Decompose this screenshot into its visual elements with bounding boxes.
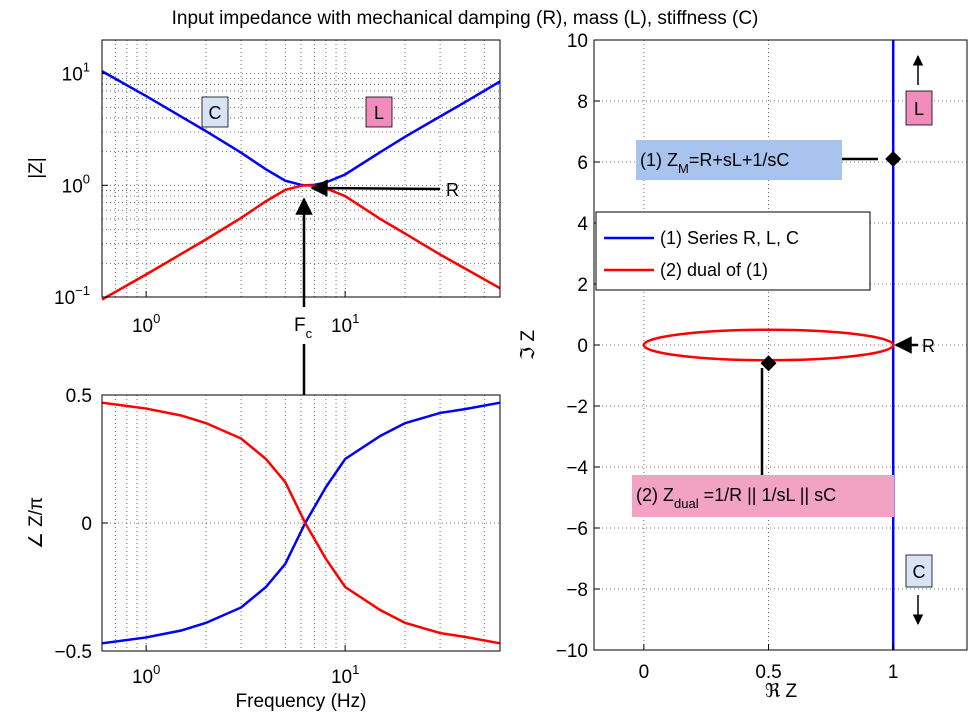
x-tick-label: 0.5 [755,662,781,683]
y-tick-label: 0.5 [66,386,92,407]
zm-sub: M [678,161,689,176]
zm-rest: =R+sL+1/sC [689,150,790,170]
plane-box-l-bg [905,90,933,126]
phase-grid [102,395,500,651]
y-tick-label: −0.5 [54,642,92,663]
y-tick-label: −4 [566,458,588,479]
x-tick-label: 1 [888,662,899,683]
y-tick-label: 6 [577,153,588,174]
annotation-l-label: L [374,103,384,123]
fc-label-base: F [294,315,306,336]
phase-ylabel: ∠ Z/π [26,497,47,549]
phase-xlabel: Frequency (Hz) [236,691,367,712]
legend: (1) Series R, L, C (2) dual of (1) [595,211,871,291]
zdual-rest: =1/R || 1/sL || sC [699,485,837,505]
plane-ylabel: ℑ Z [518,330,539,361]
y-tick-label: 0 [577,336,588,357]
legend-entry-series2: (2) dual of (1) [660,260,768,280]
diamond-marker [885,150,902,167]
annotation-box-c: C [201,96,229,128]
y-tick-label: 100 [62,171,90,197]
zm-label-text: (1) ZM=R+sL+1/sC [640,150,789,176]
phase-ticks: 100 101 −0.5 0 0.5 [54,386,359,688]
y-tick-label: 101 [62,60,90,86]
y-tick-label: −8 [566,580,588,601]
y-tick-label: −10 [556,641,588,662]
zdual-sub: dual [674,496,699,511]
series-s2-line [101,401,501,645]
magnitude-ticks: 100 101 10−1 100 101 [54,60,359,337]
plane-series [642,40,902,650]
y-tick-label: 0 [81,514,92,535]
x-tick-label: 0 [639,662,650,683]
plane-box-c-bg [905,554,933,588]
y-tick-label: 10 [567,31,588,52]
series-s2-line [101,184,501,301]
plane-box-c: C [905,554,933,588]
plane-r-label: R [922,336,935,356]
zdual-label-text: (2) Zdual =1/R || 1/sL || sC [636,485,836,511]
y-tick-label: 10−1 [54,283,90,309]
legend-box [595,211,871,291]
y-tick-label: −2 [566,397,588,418]
diamond-marker [760,355,777,372]
zm-label: (1) ZM=R+sL+1/sC [636,140,878,180]
phase-series [101,401,501,645]
plane-panel: 0 0.5 1 −10 −8 −6 −4 −2 0 2 4 6 8 10 ℑ Z ℜ Z (1) Seri… [518,31,968,702]
zm-label-bg [636,140,842,180]
zdual-label: (2) Zdual =1/R || 1/sL || sC [632,368,894,517]
legend-entry-series1: (1) Series R, L, C [660,228,799,248]
x-tick-label: 100 [132,311,160,337]
plane-box-c-label: C [913,562,926,582]
zm-prefix: (1) Z [640,150,678,170]
fc-label-sub: c [306,326,313,341]
plane-box-l: L [905,90,933,126]
y-tick-label: 4 [577,214,588,235]
x-tick-label: 101 [331,662,359,688]
zdual-prefix: (2) Z [636,485,674,505]
plane-xlabel: ℜ Z [765,681,798,702]
magnitude-ylabel: |Z| [26,157,47,178]
y-tick-label: 8 [577,92,588,113]
x-tick-label: 101 [331,311,359,337]
magnitude-frame [101,39,501,298]
annotation-box-l: L [365,96,393,128]
annotation-r-label: R [446,180,459,200]
x-tick-label: 100 [132,662,160,688]
figure-title: Input impedance with mechanical damping … [172,8,759,29]
fc-label: Fc [294,315,313,341]
annotation-c-label: C [209,103,222,123]
zdual-label-bg [632,475,894,517]
y-tick-label: 2 [577,275,588,296]
magnitude-panel: 100 101 10−1 100 101 |Z| C L R Fc [26,39,501,516]
plane-box-l-label: L [914,99,924,119]
arrow-r-to-min [310,179,441,197]
phase-panel: 100 101 −0.5 0 0.5 ∠ Z/π Frequency (Hz) [26,386,501,712]
magnitude-series [101,70,501,301]
plane-ticks: 0 0.5 1 −10 −8 −6 −4 −2 0 2 4 6 8 10 [556,31,899,683]
y-tick-label: −6 [566,519,588,540]
